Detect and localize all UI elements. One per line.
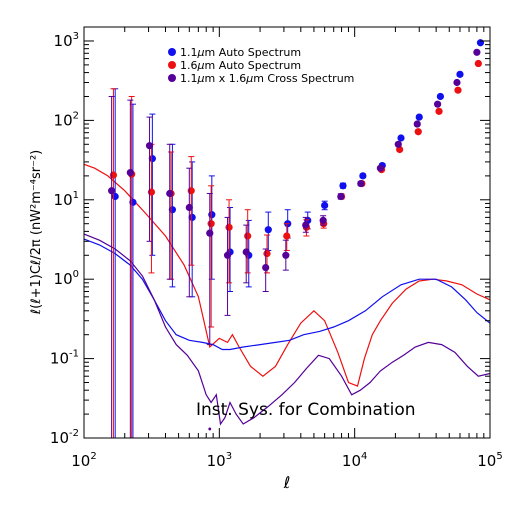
data-point <box>415 113 423 121</box>
x-tick-label: 104 <box>342 451 367 470</box>
sys-curve-3 <box>83 233 491 426</box>
data-point <box>454 86 462 94</box>
sys-curve-1 <box>83 163 491 387</box>
data-point <box>148 155 156 163</box>
data-point <box>109 171 118 179</box>
data-point <box>321 201 329 209</box>
data-point <box>223 251 232 259</box>
data-point <box>357 179 365 188</box>
data-point <box>474 59 482 68</box>
data-point <box>413 120 421 128</box>
data-point <box>147 188 156 196</box>
x-tick-label: 103 <box>207 451 232 470</box>
y-tick-label: 103 <box>54 31 79 50</box>
data-point <box>244 232 252 240</box>
data-point <box>207 220 215 228</box>
data-point <box>166 189 174 198</box>
y-tick-label: 101 <box>54 190 79 209</box>
data-point <box>456 70 464 78</box>
data-point <box>339 182 347 190</box>
data-point <box>337 192 345 201</box>
y-tick-label: 10-1 <box>50 349 79 368</box>
legend-marker-3 <box>168 74 176 82</box>
x-axis-label: ℓ <box>283 473 291 492</box>
y-axis-label: ℓ(ℓ+1)Cℓ/2π (nW²m⁻⁴sr⁻²) <box>29 150 44 315</box>
data-point <box>187 187 195 195</box>
legend: 1.1μm Auto Spectrum 1.6μm Auto Spectrum … <box>168 46 354 85</box>
data-point <box>302 221 310 229</box>
data-point <box>476 39 485 47</box>
x-tick-label: 105 <box>477 451 502 470</box>
data-point <box>263 250 271 258</box>
data-point <box>414 128 422 136</box>
data-point <box>185 203 193 212</box>
data-point <box>433 100 442 108</box>
y-tick-label: 10-2 <box>50 428 79 447</box>
data-point <box>376 164 385 172</box>
annotation-inst-sys: Inst. Sys. for Combination <box>196 400 416 420</box>
data-point <box>225 223 233 231</box>
data-point <box>319 216 327 225</box>
legend-label-3: 1.1μm x 1.6μm Cross Spectrum <box>180 72 354 85</box>
axis-ticks: 102 103 104 105 10-2 10-1 100 101 102 103 <box>50 27 503 470</box>
legend-label-1: 1.1μm Auto Spectrum <box>180 46 301 59</box>
data-point <box>282 251 290 259</box>
data-point <box>108 187 116 195</box>
data-point <box>129 198 137 206</box>
series-1 <box>111 39 485 438</box>
data-point <box>126 168 134 177</box>
legend-marker-2 <box>168 61 176 69</box>
data-point <box>394 140 402 148</box>
data-point <box>242 248 250 256</box>
data-point <box>397 134 405 142</box>
y-tick-label: 100 <box>54 269 79 288</box>
systematics-curves <box>83 163 491 426</box>
data-point <box>264 226 272 234</box>
data-point <box>283 232 291 240</box>
data-point <box>453 78 461 87</box>
data-point <box>188 213 196 222</box>
data-point <box>206 229 214 237</box>
x-tick-label: 102 <box>71 451 96 470</box>
data-series <box>108 39 485 438</box>
legend-label-2: 1.6μm Auto Spectrum <box>180 59 301 72</box>
y-tick-label: 102 <box>54 110 79 129</box>
data-point <box>262 263 270 272</box>
data-point <box>359 172 367 180</box>
data-point <box>435 107 443 115</box>
data-point <box>436 92 444 101</box>
data-point <box>473 48 481 56</box>
data-point <box>145 142 154 150</box>
series-3 <box>108 48 481 438</box>
legend-marker-1 <box>168 48 176 56</box>
data-point <box>208 427 212 431</box>
plot-frame <box>83 26 491 439</box>
